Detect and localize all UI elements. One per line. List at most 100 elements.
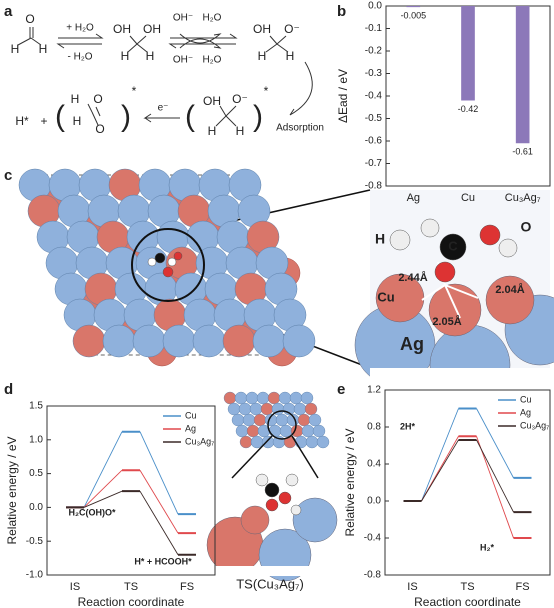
cu-atom <box>239 435 253 449</box>
zoom-atom <box>240 505 270 535</box>
zoom-line <box>231 435 273 479</box>
molecule-atom <box>162 266 174 278</box>
scheme-atom: OH <box>253 22 271 36</box>
x-tick-label: FS <box>515 581 529 593</box>
x-tick-label: FS <box>180 581 194 593</box>
scheme-atom: H <box>39 42 48 56</box>
annotation: 2H* <box>400 421 416 431</box>
bond <box>30 37 42 46</box>
connector <box>83 431 123 508</box>
y-tick-label: -0.2 <box>365 46 383 57</box>
connector <box>139 469 179 534</box>
y-tick-label: -0.7 <box>365 158 383 169</box>
ag-atom <box>162 324 196 358</box>
molecule-atom <box>255 473 269 487</box>
scheme-atom: H <box>146 49 155 63</box>
connector <box>139 490 179 555</box>
cu-atom <box>253 413 267 427</box>
y-tick-label: -0.8 <box>365 181 383 192</box>
bond <box>87 103 93 113</box>
molecule-atom <box>439 233 467 261</box>
zoom-circle <box>131 228 205 302</box>
legend-label: Cu <box>520 394 532 404</box>
y-tick-label: -0.8 <box>364 570 382 581</box>
molecule-atom <box>167 257 177 267</box>
scheme-atom: ) <box>121 100 131 133</box>
bond <box>269 35 278 45</box>
ag-atom <box>308 413 322 427</box>
equilibrium-arrow <box>168 33 238 49</box>
annotation: H* + HCOOH* <box>134 556 192 566</box>
annotation: H₂* <box>480 542 494 552</box>
ag-atom <box>282 324 316 358</box>
x-tick-label: IS <box>70 581 80 593</box>
connector <box>139 431 179 515</box>
bond <box>276 35 287 45</box>
panel-label: c <box>4 167 12 184</box>
arrow-label: + H₂O <box>66 23 94 34</box>
connector <box>421 439 459 502</box>
legend-label: Cu <box>185 410 197 420</box>
molecule-atom <box>290 504 302 516</box>
arrow-label: OH⁻ <box>173 13 193 24</box>
bond <box>91 111 99 126</box>
structure-label: 2.04Å <box>495 283 524 296</box>
x-tick-label: TS <box>460 581 474 593</box>
bond <box>136 35 147 45</box>
ag-atom <box>300 391 314 405</box>
ag-atom <box>102 324 136 358</box>
distance-line <box>421 284 446 301</box>
y-tick-label: -0.4 <box>365 91 383 102</box>
molecule-atom <box>173 251 183 261</box>
scheme-atom: H <box>121 49 130 63</box>
scheme-atom: H* <box>15 114 29 128</box>
scheme-atom: ( <box>185 100 195 133</box>
scheme-atom: OH <box>113 22 131 36</box>
y-tick-label: -0.1 <box>365 23 383 34</box>
y-axis-label: Relative energy / eV <box>5 436 19 544</box>
bar <box>406 6 421 8</box>
legend-label: Ag <box>185 423 196 433</box>
bar <box>515 6 530 144</box>
scheme-atom: H <box>11 42 20 56</box>
molecule-atom <box>434 261 456 283</box>
ts-label: TS(Cu₃Ag₇) <box>236 576 304 591</box>
bond <box>136 43 148 53</box>
value-label: -0.42 <box>458 104 479 114</box>
molecule-atom <box>498 238 518 258</box>
value-label: -0.61 <box>512 147 533 157</box>
scheme-atom: H <box>208 124 217 138</box>
ag-atom <box>250 435 264 449</box>
structure-label: 2.05Å <box>432 315 461 328</box>
legend-label: Cu₃Ag₇ <box>520 420 549 430</box>
annotation: H₂C(OH)O* <box>69 507 116 517</box>
structure-label: O <box>521 219 532 235</box>
y-tick-label: 0.5 <box>29 468 43 479</box>
scheme-atom: OH <box>203 94 221 108</box>
x-tick-label: TS <box>124 581 138 593</box>
zoom-clip <box>370 368 554 418</box>
bond <box>17 37 32 46</box>
cu-atom <box>290 424 304 438</box>
bond <box>225 115 237 127</box>
bond <box>219 105 227 117</box>
y-tick-label: 1.2 <box>367 385 381 396</box>
zoom-atom <box>428 283 482 337</box>
zoom-atom <box>292 497 338 543</box>
legend-label: Cu₃Ag₇ <box>185 436 214 446</box>
ag-atom <box>245 391 259 405</box>
y-tick-label: -1.0 <box>26 570 44 581</box>
arrow-label: Adsorption <box>276 123 324 134</box>
arrow-label: H₂O <box>203 55 222 66</box>
plot-frame <box>384 389 551 576</box>
ag-atom <box>132 324 166 358</box>
y-axis-label: ΔEad / eV <box>336 69 350 123</box>
scheme-atom: H <box>258 49 267 63</box>
molecule-atom <box>389 229 411 251</box>
panel-label: b <box>337 3 346 20</box>
y-tick-label: -0.4 <box>364 533 382 544</box>
y-tick-label: 1.5 <box>29 401 43 412</box>
y-tick-label: 0.0 <box>367 496 381 507</box>
equilibrium-arrow <box>56 33 104 49</box>
structure-label: 2.44Å <box>398 271 427 284</box>
